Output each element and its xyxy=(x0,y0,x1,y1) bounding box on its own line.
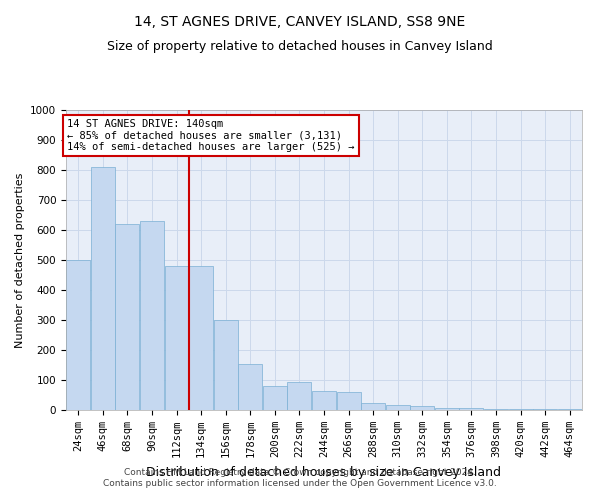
Bar xyxy=(164,266,188,410)
Text: 14 ST AGNES DRIVE: 140sqm
← 85% of detached houses are smaller (3,131)
14% of se: 14 ST AGNES DRIVE: 140sqm ← 85% of detac… xyxy=(67,119,355,152)
Bar xyxy=(66,260,90,410)
Bar xyxy=(361,402,385,410)
Bar xyxy=(115,224,139,410)
Bar xyxy=(460,408,484,410)
Y-axis label: Number of detached properties: Number of detached properties xyxy=(14,172,25,348)
Bar xyxy=(312,390,336,410)
Bar xyxy=(337,392,361,410)
X-axis label: Distribution of detached houses by size in Canvey Island: Distribution of detached houses by size … xyxy=(146,466,502,478)
Bar xyxy=(263,386,287,410)
Text: Contains HM Land Registry data © Crown copyright and database right 2024.
Contai: Contains HM Land Registry data © Crown c… xyxy=(103,468,497,487)
Bar xyxy=(386,404,410,410)
Bar xyxy=(214,320,238,410)
Bar xyxy=(558,408,582,410)
Bar xyxy=(91,167,115,410)
Text: Size of property relative to detached houses in Canvey Island: Size of property relative to detached ho… xyxy=(107,40,493,53)
Bar xyxy=(189,266,213,410)
Text: 14, ST AGNES DRIVE, CANVEY ISLAND, SS8 9NE: 14, ST AGNES DRIVE, CANVEY ISLAND, SS8 9… xyxy=(134,15,466,29)
Bar xyxy=(140,221,164,410)
Bar xyxy=(509,408,533,410)
Bar xyxy=(287,382,311,410)
Bar xyxy=(435,408,459,410)
Bar xyxy=(238,364,262,410)
Bar xyxy=(410,406,434,410)
Bar xyxy=(484,408,508,410)
